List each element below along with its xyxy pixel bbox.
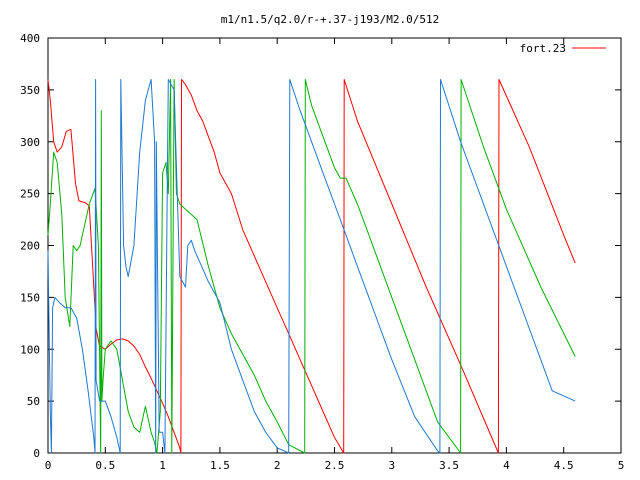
x-tick-label: 1 <box>159 459 166 472</box>
x-tick-label: 3.5 <box>439 459 459 472</box>
x-tick-label: 0 <box>45 459 52 472</box>
x-tick-label: 2 <box>274 459 281 472</box>
legend-label: fort.23 <box>520 42 566 55</box>
x-tick-label: 2.5 <box>325 459 345 472</box>
y-tick-label: 100 <box>20 343 40 356</box>
series-layer <box>47 79 576 454</box>
axes: 0 0.5 1 1.5 2 2.5 3 3.5 4 4.5 50501001502002503003… <box>20 32 624 472</box>
y-tick-label: 350 <box>20 84 40 97</box>
chart-title: m1/n1.5/q2.0/r-+.37-j193/M2.0/512 <box>221 13 440 26</box>
y-tick-label: 0 <box>33 447 40 460</box>
y-tick-label: 250 <box>20 188 40 201</box>
y-tick-label: 150 <box>20 291 40 304</box>
x-tick-label: 5 <box>618 459 625 472</box>
x-tick-label: 1.5 <box>210 459 230 472</box>
y-tick-label: 200 <box>20 240 40 253</box>
x-tick-label: 4.5 <box>554 459 574 472</box>
series-line-2 <box>47 79 576 454</box>
y-tick-label: 50 <box>27 395 40 408</box>
y-tick-label: 300 <box>20 136 40 149</box>
x-tick-label: 0.5 <box>95 459 115 472</box>
series-line-1 <box>47 79 576 454</box>
series-line-3 <box>47 79 576 454</box>
x-tick-label: 4 <box>503 459 510 472</box>
x-tick-label: 3 <box>388 459 395 472</box>
legend: fort.23 <box>520 42 606 55</box>
y-tick-label: 400 <box>20 32 40 45</box>
